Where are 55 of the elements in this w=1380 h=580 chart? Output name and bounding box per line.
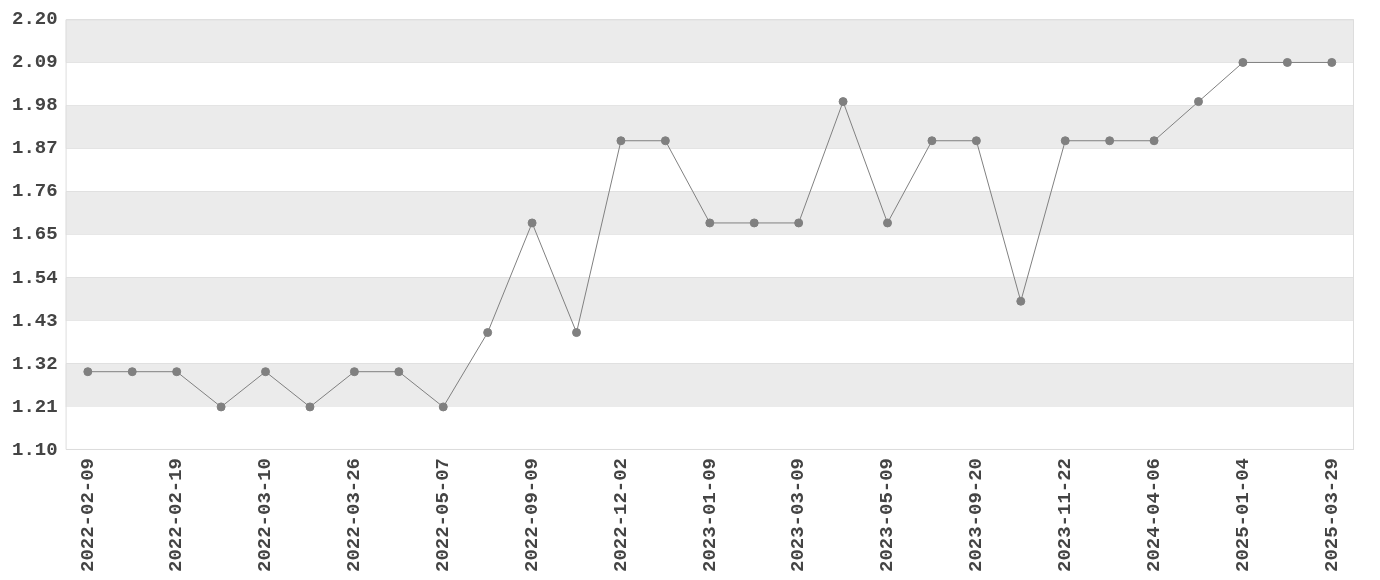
point (572, 328, 582, 338)
point (483, 328, 493, 338)
point (261, 367, 271, 377)
y-tick-label: 2.20 (12, 8, 58, 31)
point (527, 218, 537, 228)
y-tick-label: 1.65 (12, 223, 58, 246)
x-tick-label: 2025-03-29 (1320, 457, 1343, 573)
y-tick-label: 1.21 (12, 395, 58, 418)
point (127, 367, 137, 377)
x-tick-label: 2022-02-19 (165, 457, 188, 573)
point (1327, 57, 1337, 67)
point (927, 136, 937, 146)
point (1238, 57, 1248, 67)
point (83, 367, 93, 377)
point (660, 136, 670, 146)
x-tick-label: 2023-03-09 (787, 457, 810, 573)
y-tick-label: 1.98 (12, 94, 58, 117)
point (794, 218, 804, 228)
point (1016, 296, 1026, 306)
point (705, 218, 715, 228)
point (1105, 136, 1115, 146)
point (616, 136, 626, 146)
x-tick-label: 2023-01-09 (698, 457, 721, 573)
y-tick-label: 1.87 (12, 137, 58, 160)
x-tick-label: 2024-04-06 (1142, 457, 1165, 573)
point (394, 367, 404, 377)
point (172, 367, 182, 377)
x-tick-label: 2022-05-07 (432, 457, 455, 573)
point (438, 402, 448, 412)
x-tick-label: 2023-05-09 (876, 457, 899, 573)
x-tick-label: 2022-12-02 (609, 457, 632, 573)
x-tick-label: 2022-03-26 (343, 457, 366, 573)
x-tick-label: 2023-09-20 (965, 457, 988, 573)
y-tick-label: 1.10 (12, 438, 58, 461)
point (1149, 136, 1159, 146)
point (216, 402, 226, 412)
point (1194, 97, 1203, 107)
point (838, 97, 848, 107)
x-tick-label: 2022-03-10 (254, 457, 277, 573)
x-tick-label: 2022-09-09 (520, 457, 543, 573)
point (1282, 57, 1292, 67)
x-tick-label: 2022-02-09 (76, 457, 99, 573)
x-tick-label: 2025-01-04 (1231, 457, 1254, 573)
point (1060, 136, 1070, 146)
x-tick-label: 2023-11-22 (1054, 457, 1076, 573)
y-tick-label: 1.32 (12, 352, 58, 375)
y-tick-label: 2.09 (12, 51, 58, 74)
point (883, 218, 893, 228)
point (349, 367, 359, 377)
point (971, 136, 981, 146)
point (305, 402, 315, 412)
y-tick-label: 1.76 (12, 180, 58, 203)
y-tick-label: 1.43 (12, 309, 58, 332)
point (749, 218, 759, 228)
y-tick-label: 1.54 (12, 266, 58, 289)
